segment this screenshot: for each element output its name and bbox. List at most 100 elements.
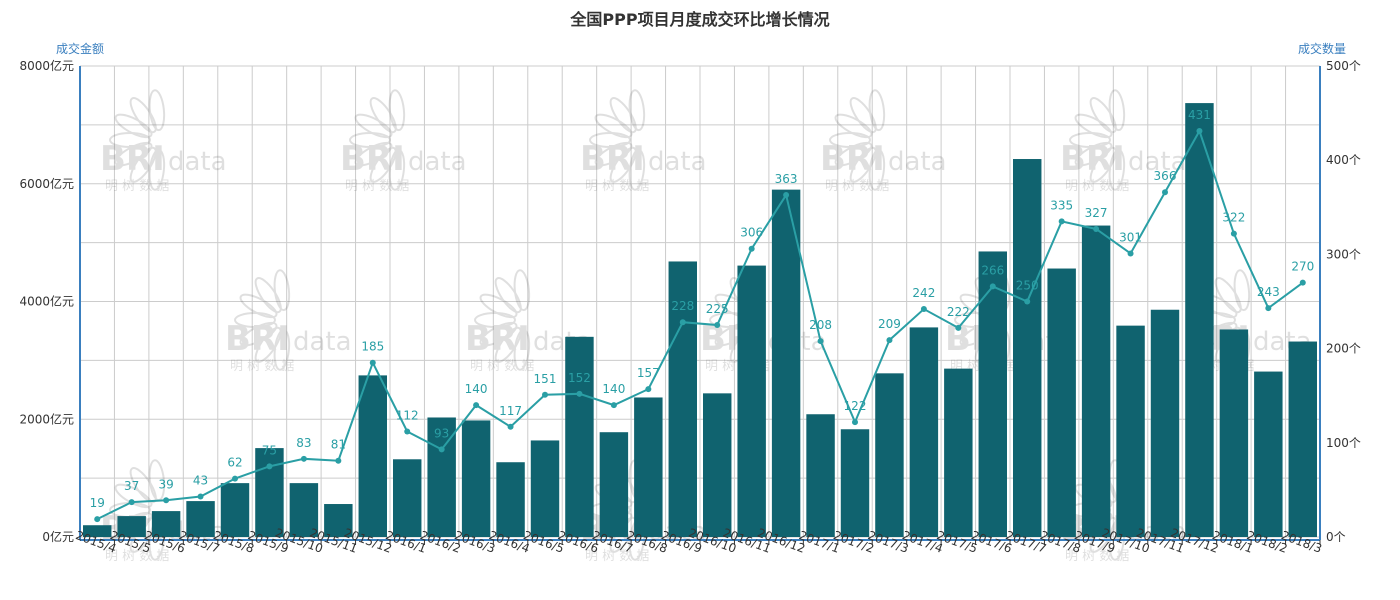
data-label: 209 (878, 317, 901, 331)
line-point (1230, 230, 1237, 237)
data-label: 43 (193, 473, 208, 487)
line-point (610, 402, 617, 409)
watermark-leaf-icon (148, 89, 166, 132)
watermark-leaf-icon (354, 113, 393, 139)
watermark-leaf-icon (1214, 277, 1242, 314)
left-tick-label: 6000亿元 (19, 176, 74, 191)
watermark-leaf-icon (1089, 97, 1117, 134)
chart-title: 全国PPP项目月度成交环比增长情况 (570, 10, 830, 29)
line-point (679, 319, 686, 326)
line-point (266, 463, 273, 470)
data-label: 140 (602, 382, 625, 396)
watermark-text: BRI (100, 139, 165, 179)
data-label: 242 (912, 286, 935, 300)
watermark-leaf-icon (129, 146, 157, 183)
bar (875, 373, 904, 537)
line-point (128, 499, 135, 506)
left-tick-label: 2000亿元 (19, 411, 74, 426)
right-tick-label: 300个 (1326, 247, 1361, 261)
bar (1219, 329, 1249, 537)
line-point (886, 337, 893, 344)
line-point (300, 455, 307, 462)
bar (393, 459, 422, 537)
bar (289, 483, 319, 537)
line-point (1127, 250, 1134, 257)
watermark-sub: data (293, 327, 352, 357)
watermark-leaf-icon (513, 269, 531, 312)
watermark-cn: 明 树 数 据 (105, 549, 169, 564)
watermark-cn: 明 树 数 据 (230, 359, 294, 374)
watermark-leaf-icon (1108, 89, 1126, 132)
bar (944, 368, 973, 537)
bar (358, 375, 387, 537)
watermark-leaf-icon (628, 148, 646, 191)
watermark-leaf-icon (254, 326, 282, 363)
watermark-leaf-icon (589, 132, 631, 148)
right-tick-label: 100个 (1326, 436, 1361, 450)
watermark-text: BRI (1060, 139, 1125, 179)
bar (461, 420, 491, 537)
bar (1150, 309, 1180, 537)
bar (1047, 268, 1076, 537)
watermark-leaf-icon (239, 293, 278, 319)
watermark-leaf-icon (829, 132, 871, 148)
watermark-leaf-icon (388, 148, 406, 191)
line-point (1196, 127, 1203, 134)
data-label: 366 (1154, 169, 1177, 183)
bar (599, 432, 629, 537)
data-label: 363 (775, 172, 798, 186)
bar (668, 261, 697, 537)
watermark-text: BRI (820, 139, 885, 179)
bar (737, 265, 766, 537)
line-point (94, 516, 101, 523)
line-point (473, 402, 480, 409)
line-point (542, 391, 548, 398)
watermark-cn: 明 树 数 据 (1065, 179, 1129, 194)
bar (117, 516, 146, 537)
bar (771, 189, 801, 537)
bar (978, 251, 1007, 538)
line-point (1162, 189, 1168, 196)
right-tick-label: 0个 (1326, 530, 1346, 544)
watermark-leaf-icon (834, 141, 873, 167)
watermark-leaf-icon (388, 89, 406, 132)
bar (220, 483, 250, 537)
watermark-leaf-icon (834, 113, 873, 139)
watermark-sub: data (648, 147, 707, 177)
watermark-text: BRI (340, 139, 405, 179)
series-line (96, 128, 1304, 520)
data-label: 431 (1188, 108, 1211, 122)
bar (1116, 325, 1145, 537)
line-point (783, 192, 790, 199)
bar (1013, 159, 1042, 537)
data-label: 222 (947, 305, 970, 319)
line-point (163, 497, 170, 504)
data-label: 93 (434, 426, 449, 440)
watermark-leaf-icon (849, 97, 877, 134)
watermark-leaf-icon (129, 97, 157, 134)
data-label: 208 (809, 318, 832, 332)
bar (151, 511, 181, 537)
bar (324, 504, 353, 537)
line-point (920, 306, 927, 313)
watermark-leaf-icon (868, 148, 886, 191)
data-label: 335 (1050, 198, 1073, 212)
bar (1185, 103, 1214, 537)
watermark-leaf-icon (849, 146, 877, 183)
left-axis-title: 成交金额 (56, 42, 105, 56)
line-point (507, 423, 514, 430)
data-label: 185 (361, 340, 384, 354)
watermark-leaf-icon (609, 97, 637, 134)
watermark-leaf-icon (513, 328, 531, 371)
line-point (576, 390, 583, 397)
data-label: 83 (296, 436, 311, 450)
bar (909, 327, 939, 537)
line-point (438, 446, 445, 453)
data-label: 225 (706, 302, 729, 316)
data-label: 243 (1257, 285, 1280, 299)
bar (1288, 341, 1317, 537)
bar (1254, 371, 1283, 537)
